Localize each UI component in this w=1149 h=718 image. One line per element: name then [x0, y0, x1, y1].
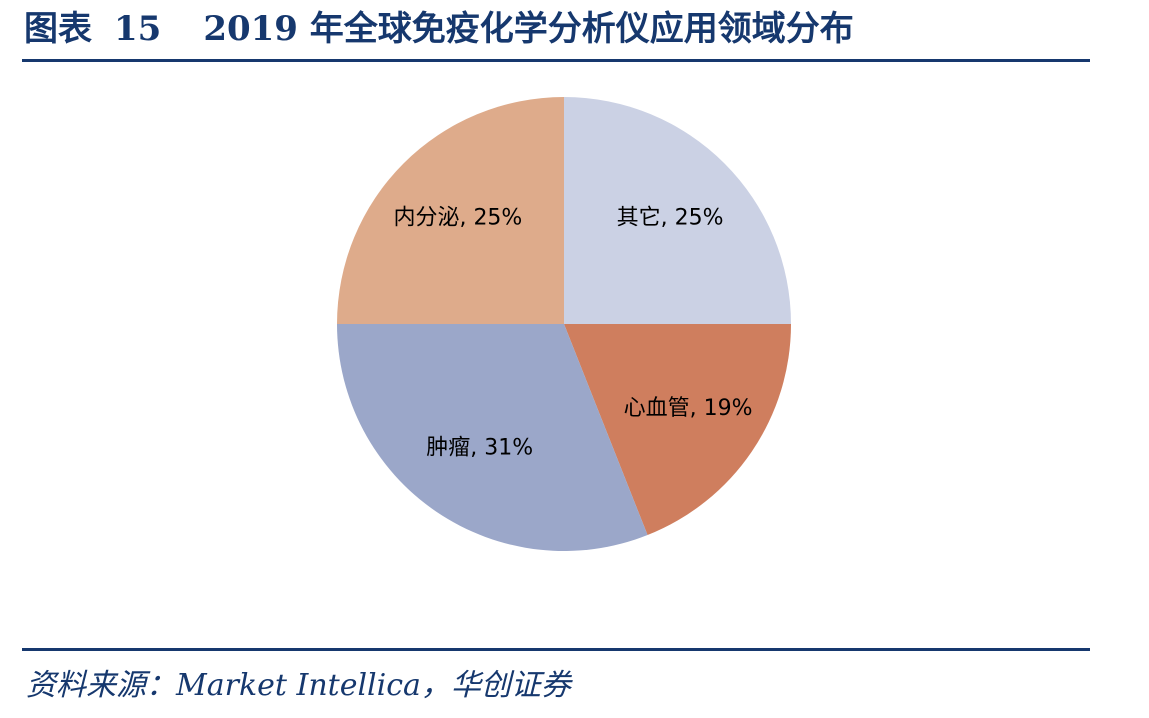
slice-label: 肿瘤, 31% — [426, 436, 533, 461]
pie-slice — [564, 97, 791, 324]
slice-label: 内分泌, 25% — [393, 205, 522, 230]
slice-label: 心血管, 19% — [624, 396, 753, 421]
pie-slice — [337, 97, 564, 324]
title-divider — [22, 59, 1090, 62]
figure-label: 图表 — [24, 9, 92, 49]
pie-slice — [564, 324, 791, 536]
source-divider — [22, 648, 1090, 651]
slice-label: 其它, 25% — [617, 205, 724, 230]
figure-title-text: 2019 年全球免疫化学分析仪应用领域分布 — [203, 9, 854, 49]
source-note: 资料来源：Market Intellica，华创证券 — [26, 668, 571, 703]
figure-number: 15 — [114, 9, 162, 49]
pie-slice — [337, 324, 648, 551]
figure-title: 图表 15 2019 年全球免疫化学分析仪应用领域分布 — [24, 4, 854, 54]
